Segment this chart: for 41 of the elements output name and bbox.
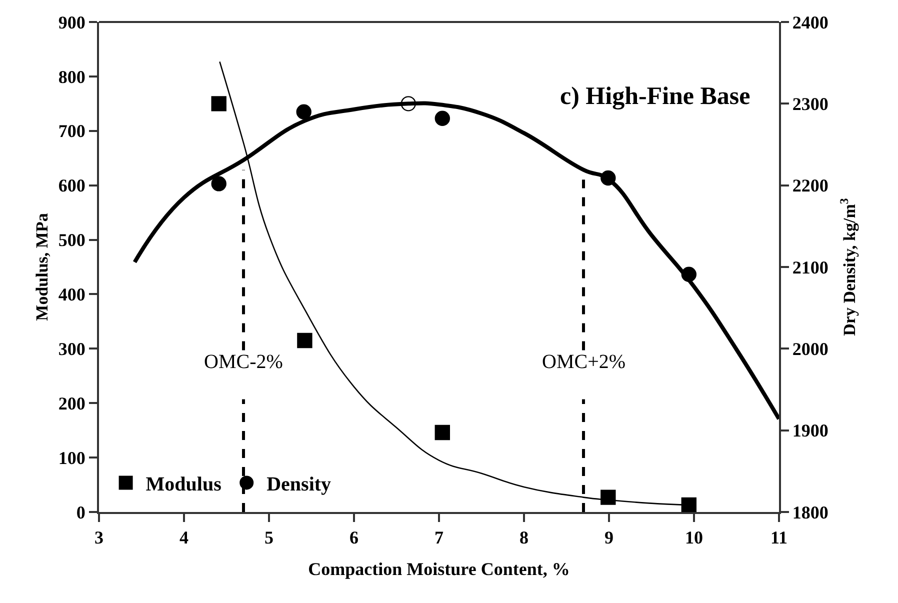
point (434, 110, 450, 126)
x-tick-label: 3 (94, 528, 104, 548)
x-tick-label: 7 (434, 528, 444, 548)
legend-label: Modulus (146, 474, 222, 496)
point (600, 490, 616, 505)
y2-tick-label: 2100 (792, 257, 828, 278)
ref-line-label: OMC+2% (542, 351, 626, 373)
x-tick-label: 10 (685, 528, 703, 548)
y-tick-label: 100 (58, 448, 86, 468)
point (211, 96, 226, 112)
y2-tick-label: 2000 (792, 338, 828, 359)
y-tick-label: 0 (76, 502, 86, 522)
y-tick-label: 500 (58, 230, 86, 250)
y-tick-label: 600 (58, 176, 86, 196)
point (211, 176, 226, 192)
y2-tick-label: 1800 (792, 502, 828, 522)
point (296, 104, 312, 120)
point (681, 497, 696, 512)
y-axis-title: Modulus, MPa (32, 212, 52, 321)
y2-tick-label: 2300 (792, 94, 828, 114)
x-tick-label: 8 (520, 528, 528, 548)
ref-line-label: OMC-2% (204, 351, 283, 373)
text: c) High-Fine Base (560, 83, 750, 110)
x-tick-label: 9 (604, 528, 614, 548)
y-tick-label: 200 (58, 393, 86, 414)
point (434, 424, 450, 440)
x-tick-label: 11 (770, 528, 788, 548)
x-tick-label: 6 (350, 528, 358, 548)
point (297, 332, 312, 348)
y2-tick-label: 2200 (792, 176, 828, 196)
legend-label: Density (266, 474, 332, 496)
x-tick-label: 5 (264, 528, 274, 548)
x-axis-title: Compaction Moisture Content, % (308, 559, 570, 580)
y-tick-label: 700 (58, 121, 86, 142)
y2-tick-label: 1900 (792, 420, 828, 441)
y2-tick-label: 2400 (792, 12, 828, 32)
y-tick-label: 300 (58, 338, 86, 359)
y-tick-label: 800 (58, 66, 86, 87)
y-tick-label: 900 (58, 12, 86, 32)
x-tick-label: 4 (180, 528, 188, 548)
y-tick-label: 400 (58, 284, 86, 305)
